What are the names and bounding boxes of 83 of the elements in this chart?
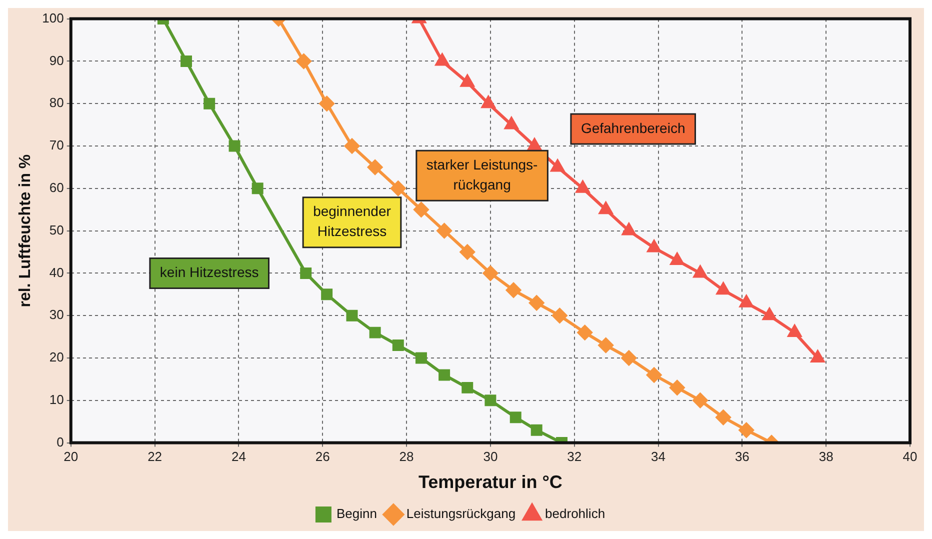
x-tick-label: 20 <box>64 449 78 464</box>
point <box>436 223 452 238</box>
y-tick-label: 80 <box>49 95 64 110</box>
point <box>252 182 264 194</box>
point <box>482 96 496 108</box>
point <box>369 326 381 338</box>
legend-label: bedrohlich <box>545 506 606 522</box>
point <box>460 244 475 260</box>
point <box>716 282 730 295</box>
point <box>319 96 334 112</box>
point <box>368 160 383 175</box>
x-tick-label: 26 <box>315 449 330 464</box>
point <box>415 352 427 364</box>
point <box>346 310 358 322</box>
legend-label: Beginn <box>336 506 377 522</box>
x-tick-label: 24 <box>231 449 246 464</box>
y-tick-label: 10 <box>49 392 64 407</box>
point <box>506 282 522 298</box>
point <box>528 138 542 150</box>
point <box>646 367 662 382</box>
point <box>390 180 406 196</box>
point <box>510 412 522 424</box>
point <box>716 410 731 425</box>
point <box>530 424 542 436</box>
point <box>621 350 636 366</box>
point <box>300 267 312 279</box>
annotation: beginnender Hitzestress <box>313 203 392 240</box>
y-tick-label: 100 <box>42 10 64 26</box>
x-tick-label: 34 <box>651 449 666 464</box>
x-tick-label: 22 <box>148 449 162 464</box>
point <box>296 54 312 69</box>
point <box>438 369 450 381</box>
y-tick-label: 70 <box>49 138 64 153</box>
point <box>762 308 776 320</box>
x-tick-label: 40 <box>902 449 918 464</box>
x-tick-label: 32 <box>567 449 582 464</box>
point <box>392 340 404 352</box>
point <box>462 382 474 394</box>
point <box>577 325 592 340</box>
point <box>180 55 192 67</box>
x-axis-title: Temperatur in °C <box>418 472 562 492</box>
point <box>694 266 707 278</box>
y-tick-label: 20 <box>49 350 64 365</box>
y-tick-label: 60 <box>49 180 64 195</box>
x-tick-label: 38 <box>818 449 834 464</box>
annotation: starker Leistungs-rückgang <box>426 156 538 193</box>
point <box>436 54 449 66</box>
point <box>204 98 216 110</box>
point <box>504 117 518 130</box>
point <box>599 202 613 214</box>
y-tick-label: 0 <box>56 434 64 450</box>
annotation: kein Hitzestress <box>160 264 259 280</box>
point <box>344 138 360 154</box>
point <box>670 252 684 265</box>
annotation: Gefahrenbereich <box>580 120 686 136</box>
point <box>670 380 685 396</box>
point <box>529 295 544 310</box>
y-tick-label: 90 <box>49 52 64 68</box>
point <box>598 338 614 353</box>
x-tick-label: 28 <box>399 449 414 464</box>
point <box>484 394 496 406</box>
point <box>321 288 333 300</box>
point <box>576 180 590 193</box>
y-tick-label: 30 <box>49 307 64 322</box>
point <box>482 266 498 281</box>
legend-label: Leistungsrückgang <box>406 506 516 522</box>
point <box>622 223 636 236</box>
y-axis-title: rel. Luftfeuchte in % <box>17 154 34 308</box>
point <box>460 74 474 87</box>
point <box>552 308 568 324</box>
point <box>738 422 754 438</box>
point <box>550 160 564 172</box>
point <box>647 240 661 252</box>
y-tick-label: 40 <box>49 264 64 280</box>
point <box>811 350 824 362</box>
y-tick-label: 50 <box>49 222 64 238</box>
point <box>414 202 429 218</box>
point <box>740 295 754 308</box>
point <box>228 140 240 152</box>
x-tick-label: 36 <box>734 449 750 464</box>
x-tick-label: 30 <box>483 449 498 464</box>
point <box>692 392 708 408</box>
point <box>788 325 802 338</box>
